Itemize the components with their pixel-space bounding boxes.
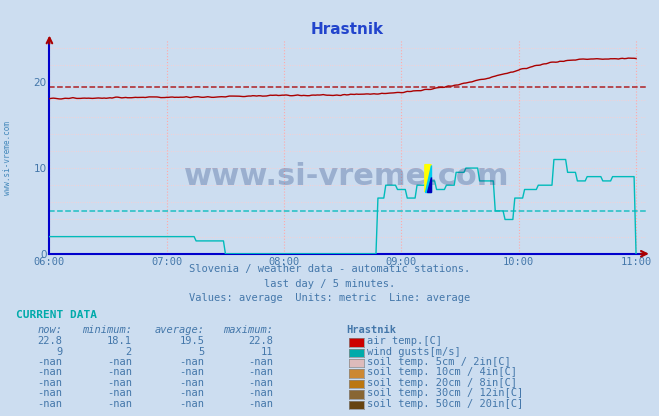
Polygon shape	[428, 177, 431, 192]
Text: soil temp. 30cm / 12in[C]: soil temp. 30cm / 12in[C]	[367, 388, 523, 398]
Text: average:: average:	[154, 325, 204, 335]
Text: www.si-vreme.com: www.si-vreme.com	[184, 162, 509, 191]
Text: Values: average  Units: metric  Line: average: Values: average Units: metric Line: aver…	[189, 293, 470, 303]
Text: Hrastnik: Hrastnik	[346, 325, 396, 335]
Text: last day / 5 minutes.: last day / 5 minutes.	[264, 279, 395, 289]
Polygon shape	[425, 165, 431, 192]
Text: -nan: -nan	[107, 388, 132, 398]
Text: 11: 11	[261, 347, 273, 357]
Text: -nan: -nan	[248, 378, 273, 388]
Text: minimum:: minimum:	[82, 325, 132, 335]
Text: -nan: -nan	[38, 367, 63, 377]
Text: -nan: -nan	[38, 399, 63, 409]
Text: CURRENT DATA: CURRENT DATA	[16, 310, 98, 320]
Text: maximum:: maximum:	[223, 325, 273, 335]
Polygon shape	[425, 165, 431, 192]
Text: 19.5: 19.5	[179, 336, 204, 346]
Text: -nan: -nan	[179, 388, 204, 398]
Text: -nan: -nan	[248, 357, 273, 367]
Text: 22.8: 22.8	[38, 336, 63, 346]
Text: www.si-vreme.com: www.si-vreme.com	[3, 121, 13, 195]
Text: air temp.[C]: air temp.[C]	[367, 336, 442, 346]
Text: -nan: -nan	[248, 367, 273, 377]
Text: soil temp. 20cm / 8in[C]: soil temp. 20cm / 8in[C]	[367, 378, 517, 388]
Text: -nan: -nan	[107, 378, 132, 388]
Text: 18.1: 18.1	[107, 336, 132, 346]
Text: -nan: -nan	[107, 357, 132, 367]
Text: -nan: -nan	[107, 367, 132, 377]
Text: soil temp. 10cm / 4in[C]: soil temp. 10cm / 4in[C]	[367, 367, 517, 377]
Text: now:: now:	[38, 325, 63, 335]
Text: 9: 9	[57, 347, 63, 357]
Text: -nan: -nan	[38, 378, 63, 388]
Text: -nan: -nan	[179, 367, 204, 377]
Text: Slovenia / weather data - automatic stations.: Slovenia / weather data - automatic stat…	[189, 264, 470, 274]
Text: -nan: -nan	[38, 357, 63, 367]
Text: -nan: -nan	[179, 378, 204, 388]
Text: -nan: -nan	[107, 399, 132, 409]
Text: soil temp. 50cm / 20in[C]: soil temp. 50cm / 20in[C]	[367, 399, 523, 409]
Title: Hrastnik: Hrastnik	[311, 22, 384, 37]
Text: -nan: -nan	[179, 399, 204, 409]
Text: -nan: -nan	[248, 399, 273, 409]
Text: -nan: -nan	[38, 388, 63, 398]
Text: soil temp. 5cm / 2in[C]: soil temp. 5cm / 2in[C]	[367, 357, 511, 367]
Text: 5: 5	[198, 347, 204, 357]
Text: -nan: -nan	[179, 357, 204, 367]
Text: wind gusts[m/s]: wind gusts[m/s]	[367, 347, 461, 357]
Text: 2: 2	[126, 347, 132, 357]
Text: -nan: -nan	[248, 388, 273, 398]
Text: 22.8: 22.8	[248, 336, 273, 346]
